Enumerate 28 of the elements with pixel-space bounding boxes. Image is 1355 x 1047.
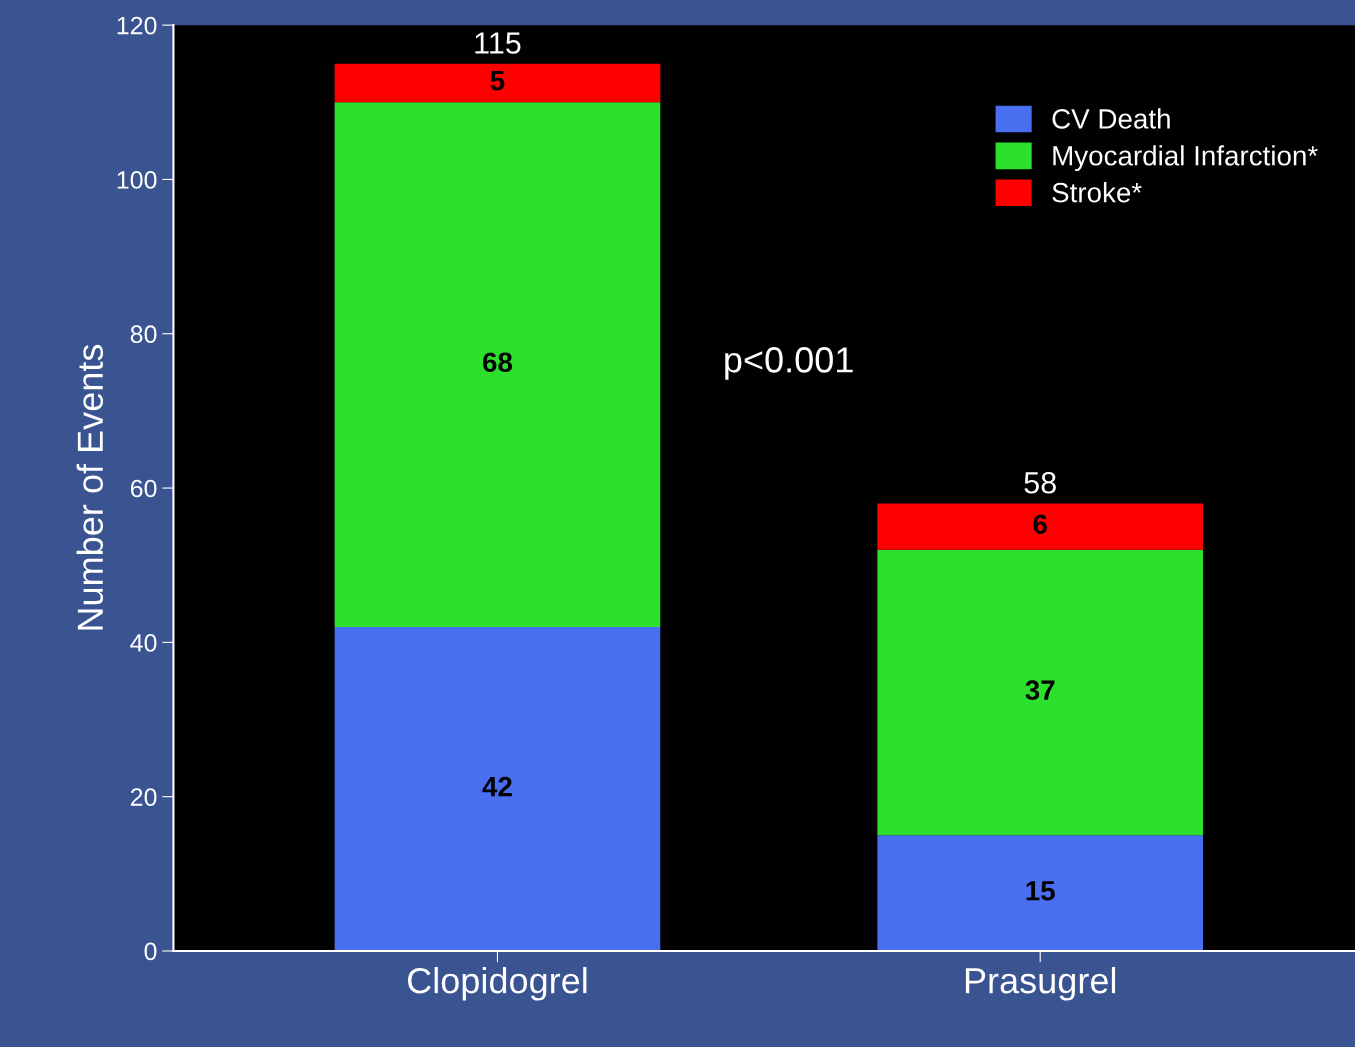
legend-label: CV Death xyxy=(1052,108,1170,129)
data-label: 42 xyxy=(482,776,512,797)
annotation: p<0.001 xyxy=(725,347,853,380)
y-axis-title: Number of Events xyxy=(76,344,104,630)
y-tick-label: 80 xyxy=(130,325,157,344)
data-label: 37 xyxy=(1025,680,1055,701)
legend-label: Stroke* xyxy=(1052,182,1142,203)
data-label: 68 xyxy=(483,352,513,373)
bar xyxy=(877,503,1204,550)
bar xyxy=(334,63,661,103)
bar xyxy=(877,835,1204,951)
data-label: 6 xyxy=(1033,514,1047,535)
total-label: 58 xyxy=(1024,471,1056,494)
y-tick-label: 20 xyxy=(130,788,157,806)
legend-label: Myocardial Infarction* xyxy=(1053,145,1318,172)
y-tick-label: 120 xyxy=(117,16,157,35)
x-tick-label: Prasugrel xyxy=(965,966,1116,1001)
y-tick-label: 60 xyxy=(130,479,157,498)
data-label: 15 xyxy=(1026,881,1055,901)
y-tick-label: 100 xyxy=(117,171,157,189)
data-label: 5 xyxy=(490,71,505,91)
bar xyxy=(334,102,661,627)
total-label: 115 xyxy=(475,32,521,54)
bar xyxy=(877,549,1204,836)
bar xyxy=(334,626,661,951)
y-tick-label: 0 xyxy=(144,942,157,961)
x-tick-label: Clopidogrel xyxy=(407,966,587,1001)
y-tick-label: 40 xyxy=(130,633,157,652)
